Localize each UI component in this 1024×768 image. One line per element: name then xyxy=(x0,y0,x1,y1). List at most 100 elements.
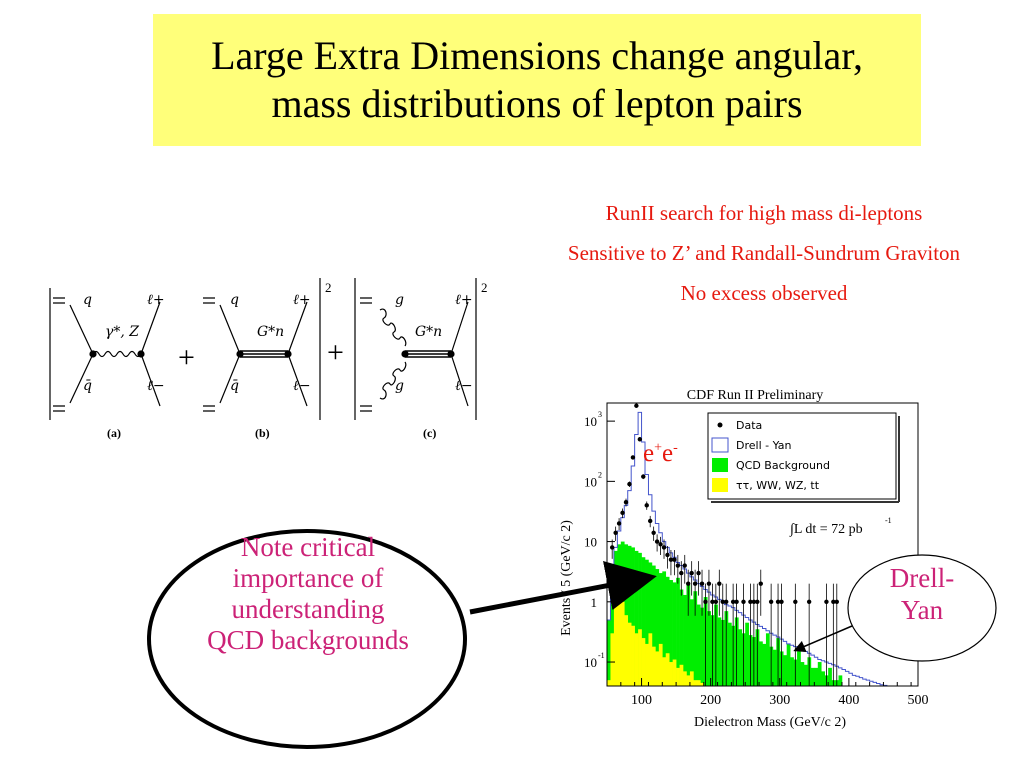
qcd-bar xyxy=(821,671,825,686)
tautau-bar xyxy=(634,633,639,686)
data-point xyxy=(755,599,760,605)
data-point xyxy=(748,599,753,605)
data-point xyxy=(654,539,660,544)
graviton-propagator-c xyxy=(405,350,451,358)
vertex-c2 xyxy=(447,350,455,358)
data-point xyxy=(682,563,687,568)
ellipse-note-text: Note critical importance of understandin… xyxy=(168,532,448,656)
legend-swatch-tautau xyxy=(712,478,728,492)
title-line-1: Large Extra Dimensions change angular, xyxy=(211,33,863,78)
ellipse-line-1: Note critical xyxy=(240,532,376,562)
vertex-b2 xyxy=(284,350,292,358)
qcd-bar xyxy=(645,559,649,686)
qcd-bar xyxy=(803,664,808,686)
ee-base-2: e xyxy=(662,440,674,467)
data-point xyxy=(658,542,663,547)
label-b-out-top: ℓ+ xyxy=(293,292,311,308)
legend-marker-data xyxy=(717,422,723,428)
note-search: RunII search for high mass di-leptons xyxy=(605,201,923,225)
lepton-line-c-bot xyxy=(450,353,469,407)
qcd-bar xyxy=(765,633,770,686)
tautau-bar xyxy=(679,664,684,686)
qcd-bar xyxy=(717,617,722,686)
data-point xyxy=(824,599,829,605)
legend-box xyxy=(707,412,897,500)
data-point xyxy=(831,599,836,605)
qcd-bar xyxy=(672,582,677,686)
ellipse-line-3: understanding xyxy=(231,594,385,624)
data-point xyxy=(730,599,736,605)
tautau-bar xyxy=(624,615,629,686)
qcd-bar xyxy=(634,550,639,686)
data-point xyxy=(703,599,708,605)
data-point xyxy=(692,581,698,586)
beam-lines-b xyxy=(203,297,215,412)
label-c-out-top: ℓ+ xyxy=(455,292,473,308)
ee-sup-1: + xyxy=(654,440,663,456)
ellipse-note-shape xyxy=(147,529,467,749)
data-point xyxy=(668,557,674,562)
qcd-bar xyxy=(648,562,653,686)
data-point xyxy=(627,481,632,487)
data-point xyxy=(672,557,677,562)
label-b-prop: G*n xyxy=(257,324,284,340)
qcd-bar xyxy=(745,622,749,686)
tautau-bar xyxy=(638,629,642,686)
qcd-bar xyxy=(817,662,822,686)
qcd-bar xyxy=(689,599,694,686)
x-tick-label: 500 xyxy=(908,693,929,708)
vertex-a2 xyxy=(137,350,145,358)
label-a-in-bot: q̄ xyxy=(83,378,92,394)
data-point xyxy=(613,530,618,535)
label-a-out-bot: ℓ− xyxy=(147,378,165,394)
photon-propagator-a xyxy=(92,350,142,358)
qcd-bar xyxy=(800,662,805,686)
label-diagram-a: (a) xyxy=(107,426,121,440)
drell-yan-bubble xyxy=(847,554,997,662)
data-point xyxy=(699,581,705,586)
data-point xyxy=(609,545,615,550)
label-c-prop: G*n xyxy=(415,324,442,340)
tautau-bar xyxy=(669,662,673,686)
label-diagram-b: (b) xyxy=(255,426,270,440)
qcd-bar xyxy=(686,585,691,686)
note-no-excess: No excess observed xyxy=(680,281,848,305)
data-point xyxy=(834,599,839,605)
lepton-line-c-top xyxy=(450,301,469,355)
label-c-in-bot: g xyxy=(395,378,404,394)
data-point xyxy=(665,552,670,558)
data-point xyxy=(710,599,715,605)
data-point xyxy=(616,521,622,526)
beam-lines-c xyxy=(360,297,372,412)
plus-sign-2: + xyxy=(327,336,344,369)
qcd-bar xyxy=(707,611,711,686)
data-point xyxy=(706,581,712,586)
y-tick-exponent: 3 xyxy=(598,410,602,419)
y-tick-exponent: 2 xyxy=(598,470,602,479)
data-point xyxy=(623,500,629,505)
data-point xyxy=(675,563,681,568)
qcd-bar xyxy=(786,643,791,686)
legend-entry: Drell - Yan xyxy=(736,439,792,452)
qcd-bar xyxy=(655,569,660,686)
data-point xyxy=(779,599,784,605)
tautau-bar xyxy=(645,643,649,686)
qcd-bar xyxy=(810,667,815,686)
power-c: 2 xyxy=(481,280,488,295)
data-point xyxy=(768,599,774,605)
legend-swatch-qcd xyxy=(712,458,728,472)
data-point xyxy=(696,570,701,576)
drell-yan-line-1: Drell- xyxy=(889,563,955,593)
lepton-line-b-top xyxy=(287,301,308,355)
label-c-in-top: g xyxy=(395,292,404,308)
y-tick-label: 10 xyxy=(584,655,597,670)
data-point xyxy=(630,455,636,460)
title-box: Large Extra Dimensions change angular, m… xyxy=(153,14,921,146)
tautau-bar xyxy=(683,671,687,686)
tautau-bar xyxy=(613,601,618,686)
qcd-bar xyxy=(651,565,656,686)
data-point xyxy=(734,599,739,605)
qcd-bar xyxy=(783,655,787,686)
qcd-bar xyxy=(607,619,611,686)
plot-frame xyxy=(606,402,919,687)
